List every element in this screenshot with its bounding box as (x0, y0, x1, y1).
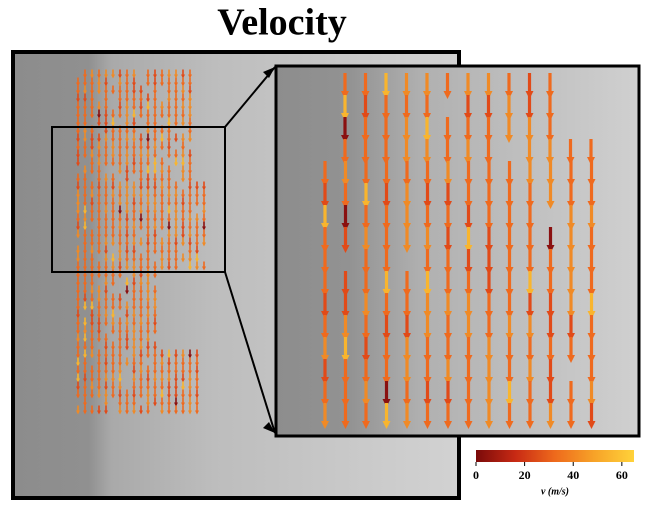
colorbar-tick-label: 40 (567, 468, 579, 482)
colorbar-tick-label: 20 (519, 468, 531, 482)
colorbar-label: v (m/s) (541, 486, 569, 497)
colorbar-tick-label: 0 (473, 468, 479, 482)
colorbar (476, 450, 634, 462)
zoom-image (276, 66, 639, 436)
figure: Velocity 0 20 40 60 v (m/s) (0, 0, 655, 506)
figure-title: Velocity (217, 2, 346, 44)
colorbar-tick-label: 60 (616, 468, 628, 482)
